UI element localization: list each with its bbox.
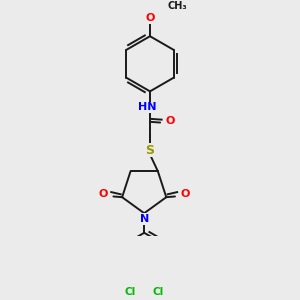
Text: CH₃: CH₃ [167, 1, 187, 11]
Text: O: O [99, 189, 108, 199]
Text: O: O [180, 189, 190, 199]
Text: S: S [146, 144, 154, 157]
Text: HN: HN [138, 102, 156, 112]
Text: N: N [140, 214, 149, 224]
Text: Cl: Cl [152, 286, 164, 297]
Text: Cl: Cl [125, 286, 136, 297]
Text: O: O [166, 116, 175, 126]
Text: O: O [145, 13, 155, 23]
